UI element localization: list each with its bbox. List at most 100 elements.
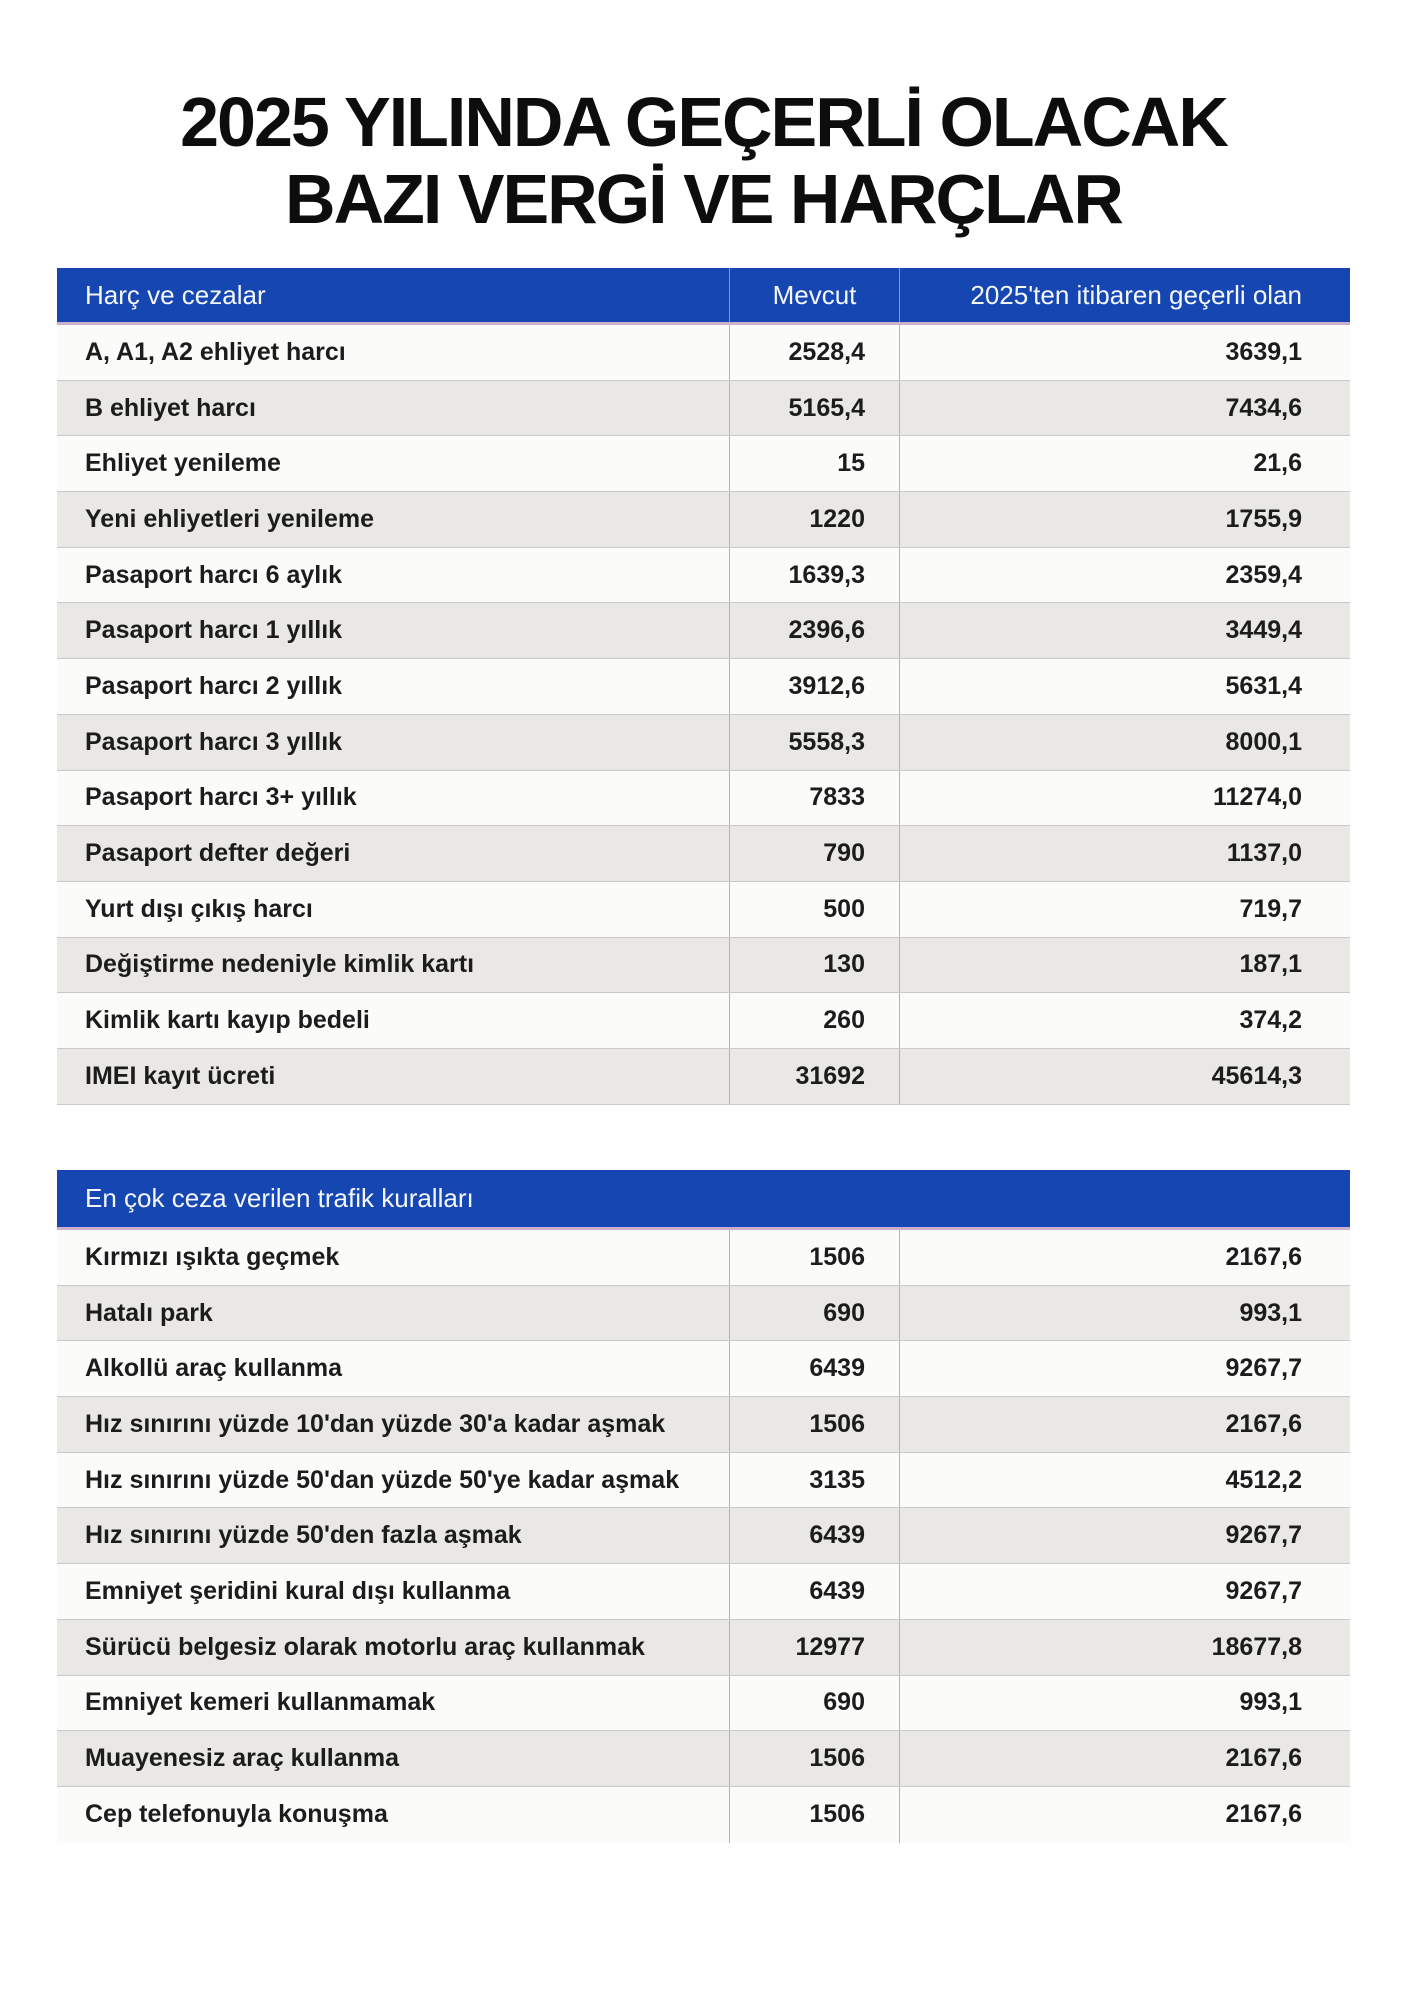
fine-label: Sürücü belgesiz olarak motorlu araç kull… bbox=[85, 1632, 645, 1661]
fees-table-body: A, A1, A2 ehliyet harcı 2528,4 3639,1 B … bbox=[57, 325, 1350, 1105]
fee-current-value: 2396,6 bbox=[729, 603, 899, 659]
fine-2025-value: 9267,7 bbox=[899, 1564, 1350, 1619]
table-row: A, A1, A2 ehliyet harcı 2528,4 3639,1 bbox=[57, 325, 1350, 381]
fine-label: Muayenesiz araç kullanma bbox=[85, 1744, 400, 1773]
fine-label: Cep telefonuyla konuşma bbox=[85, 1800, 388, 1829]
table-row: Değiştirme nedeniyle kimlik kartı 130 18… bbox=[57, 937, 1350, 994]
fee-2025-value: 8000,1 bbox=[899, 714, 1350, 770]
table-row: Pasaport harcı 1 yıllık 2396,6 3449,4 bbox=[57, 603, 1350, 660]
fee-2025-value: 2359,4 bbox=[899, 547, 1350, 603]
fee-current-value: 31692 bbox=[729, 1048, 899, 1104]
fee-current-value: 15 bbox=[729, 436, 899, 492]
fine-current-value: 690 bbox=[729, 1285, 899, 1341]
page-title: 2025 YILINDA GEÇERLİ OLACAK BAZI VERGİ V… bbox=[57, 84, 1350, 238]
fine-2025-value: 9267,7 bbox=[899, 1508, 1350, 1564]
page-title-line2: BAZI VERGİ VE HARÇLAR bbox=[285, 160, 1124, 238]
fine-2025-value: 993,1 bbox=[899, 1285, 1350, 1341]
table-row: Hız sınırını yüzde 10'dan yüzde 30'a kad… bbox=[57, 1397, 1350, 1453]
traffic-fines-header-row: En çok ceza verilen trafik kuralları bbox=[57, 1170, 1350, 1230]
fee-label: Pasaport harcı 2 yıllık bbox=[85, 671, 343, 700]
fee-2025-value: 1755,9 bbox=[899, 492, 1350, 547]
fee-current-value: 130 bbox=[729, 937, 899, 993]
fees-header-2025: 2025'ten itibaren geçerli olan bbox=[899, 268, 1350, 322]
fee-label: Kimlik kartı kayıp bedeli bbox=[85, 1006, 370, 1035]
table-row: Cep telefonuyla konuşma 1506 2167,6 bbox=[57, 1786, 1350, 1843]
fine-label: Emniyet kemeri kullanmamak bbox=[85, 1688, 436, 1717]
fee-label: Yeni ehliyetleri yenileme bbox=[85, 504, 375, 533]
fee-2025-value: 21,6 bbox=[899, 436, 1350, 492]
fine-2025-value: 18677,8 bbox=[899, 1619, 1350, 1675]
table-row: Alkollü araç kullanma 6439 9267,7 bbox=[57, 1341, 1350, 1398]
fee-2025-value: 11274,0 bbox=[899, 770, 1350, 826]
fee-label: IMEI kayıt ücreti bbox=[85, 1061, 276, 1090]
fee-label: Pasaport defter değeri bbox=[85, 839, 351, 868]
fine-current-value: 1506 bbox=[729, 1230, 899, 1285]
table-row: Pasaport harcı 2 yıllık 3912,6 5631,4 bbox=[57, 659, 1350, 715]
fee-2025-value: 7434,6 bbox=[899, 380, 1350, 436]
fine-label: Hız sınırını yüzde 10'dan yüzde 30'a kad… bbox=[85, 1409, 666, 1438]
table-row: Kimlik kartı kayıp bedeli 260 374,2 bbox=[57, 993, 1350, 1049]
fine-current-value: 6439 bbox=[729, 1564, 899, 1619]
traffic-fines-table: En çok ceza verilen trafik kuralları Kır… bbox=[57, 1170, 1350, 1843]
fee-2025-value: 3449,4 bbox=[899, 603, 1350, 659]
fine-2025-value: 9267,7 bbox=[899, 1341, 1350, 1397]
fee-label: Pasaport harcı 1 yıllık bbox=[85, 616, 343, 645]
traffic-fines-table-body: Kırmızı ışıkta geçmek 1506 2167,6 Hatalı… bbox=[57, 1230, 1350, 1843]
table-row: IMEI kayıt ücreti 31692 45614,3 bbox=[57, 1048, 1350, 1105]
fine-2025-value: 2167,6 bbox=[899, 1731, 1350, 1786]
fine-current-value: 6439 bbox=[729, 1508, 899, 1564]
fee-label: Ehliyet yenileme bbox=[85, 449, 281, 478]
fees-table: Harç ve cezalar Mevcut 2025'ten itibaren… bbox=[57, 268, 1350, 1105]
table-row: Emniyet kemeri kullanmamak 690 993,1 bbox=[57, 1675, 1350, 1732]
table-row: Emniyet şeridini kural dışı kullanma 643… bbox=[57, 1564, 1350, 1620]
fine-label: Emniyet şeridini kural dışı kullanma bbox=[85, 1576, 511, 1605]
fine-label: Hatalı park bbox=[85, 1298, 213, 1327]
fee-label: A, A1, A2 ehliyet harcı bbox=[85, 337, 346, 366]
table-row: Hız sınırını yüzde 50'dan yüzde 50'ye ka… bbox=[57, 1452, 1350, 1509]
fee-current-value: 3912,6 bbox=[729, 659, 899, 714]
fine-current-value: 12977 bbox=[729, 1619, 899, 1675]
fee-current-value: 1639,3 bbox=[729, 547, 899, 603]
fees-header-current: Mevcut bbox=[729, 268, 899, 322]
fees-table-header-row: Harç ve cezalar Mevcut 2025'ten itibaren… bbox=[57, 268, 1350, 325]
fine-current-value: 3135 bbox=[729, 1452, 899, 1508]
table-row: Yurt dışı çıkış harcı 500 719,7 bbox=[57, 881, 1350, 938]
fine-2025-value: 2167,6 bbox=[899, 1230, 1350, 1285]
fee-label: B ehliyet harcı bbox=[85, 393, 256, 422]
table-row: Muayenesiz araç kullanma 1506 2167,6 bbox=[57, 1731, 1350, 1787]
fine-label: Hız sınırını yüzde 50'den fazla aşmak bbox=[85, 1521, 522, 1550]
fine-current-value: 1506 bbox=[729, 1397, 899, 1452]
fee-label: Pasaport harcı 3+ yıllık bbox=[85, 783, 357, 812]
table-row: B ehliyet harcı 5165,4 7434,6 bbox=[57, 380, 1350, 437]
fine-2025-value: 2167,6 bbox=[899, 1397, 1350, 1452]
fee-current-value: 260 bbox=[729, 993, 899, 1048]
fees-header-name: Harç ve cezalar bbox=[85, 279, 266, 310]
fee-label: Pasaport harcı 6 aylık bbox=[85, 560, 343, 589]
fee-label: Pasaport harcı 3 yıllık bbox=[85, 727, 343, 756]
fine-label: Hız sınırını yüzde 50'dan yüzde 50'ye ka… bbox=[85, 1465, 680, 1494]
fee-current-value: 500 bbox=[729, 881, 899, 937]
fee-current-value: 790 bbox=[729, 826, 899, 881]
fine-2025-value: 2167,6 bbox=[899, 1786, 1350, 1843]
table-row: Hız sınırını yüzde 50'den fazla aşmak 64… bbox=[57, 1508, 1350, 1565]
fee-current-value: 1220 bbox=[729, 492, 899, 547]
fee-label: Yurt dışı çıkış harcı bbox=[85, 894, 313, 923]
table-row: Pasaport harcı 6 aylık 1639,3 2359,4 bbox=[57, 547, 1350, 604]
fee-current-value: 5558,3 bbox=[729, 714, 899, 770]
fee-2025-value: 374,2 bbox=[899, 993, 1350, 1048]
page-title-line1: 2025 YILINDA GEÇERLİ OLACAK bbox=[180, 83, 1229, 161]
fine-label: Kırmızı ışıkta geçmek bbox=[85, 1242, 340, 1271]
fine-label: Alkollü araç kullanma bbox=[85, 1354, 343, 1383]
fee-current-value: 7833 bbox=[729, 770, 899, 826]
fine-current-value: 6439 bbox=[729, 1341, 899, 1397]
fee-2025-value: 45614,3 bbox=[899, 1048, 1350, 1104]
table-row: Pasaport defter değeri 790 1137,0 bbox=[57, 826, 1350, 882]
fee-2025-value: 5631,4 bbox=[899, 659, 1350, 714]
table-row: Pasaport harcı 3 yıllık 5558,3 8000,1 bbox=[57, 714, 1350, 771]
fee-2025-value: 1137,0 bbox=[899, 826, 1350, 881]
table-row: Hatalı park 690 993,1 bbox=[57, 1285, 1350, 1342]
fine-current-value: 1506 bbox=[729, 1731, 899, 1786]
traffic-fines-header-title: En çok ceza verilen trafik kuralları bbox=[85, 1183, 474, 1213]
fee-2025-value: 3639,1 bbox=[899, 325, 1350, 380]
